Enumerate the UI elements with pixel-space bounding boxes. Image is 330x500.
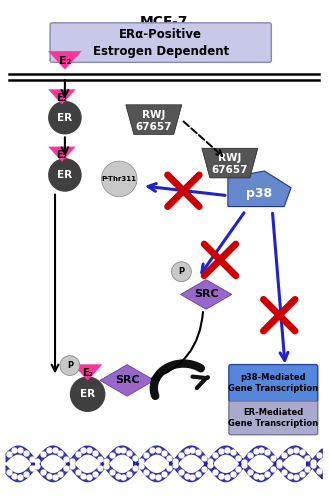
Text: P: P [67,361,73,370]
Polygon shape [48,146,76,162]
Text: 67657: 67657 [212,165,248,175]
Text: ER-Mediated
Gene Transcription: ER-Mediated Gene Transcription [228,408,318,428]
Text: p38-Mediated
Gene Transcription: p38-Mediated Gene Transcription [228,374,318,394]
Circle shape [101,161,137,196]
Polygon shape [48,90,76,104]
Text: SRC: SRC [115,376,140,386]
Text: 67657: 67657 [136,122,172,132]
Text: RWJ: RWJ [218,153,242,163]
Text: P: P [179,267,184,276]
Circle shape [70,376,105,412]
Text: MCF-7: MCF-7 [139,15,188,29]
FancyBboxPatch shape [229,401,318,434]
Text: ER: ER [57,170,73,180]
Text: SRC: SRC [194,290,218,300]
Circle shape [48,101,82,134]
Circle shape [172,262,191,281]
Text: p38: p38 [247,187,273,200]
FancyBboxPatch shape [229,364,318,402]
Text: E₂: E₂ [59,56,71,66]
Text: E₂: E₂ [56,150,67,160]
Polygon shape [202,148,258,178]
Polygon shape [48,51,82,70]
Text: ER: ER [80,389,95,399]
Polygon shape [126,105,182,134]
Text: P-Thr311: P-Thr311 [102,176,137,182]
Circle shape [48,158,82,192]
Text: E₂: E₂ [56,92,67,102]
Circle shape [60,356,80,376]
Text: RWJ: RWJ [142,110,165,120]
Text: ER: ER [57,112,73,122]
Text: E₂: E₂ [82,368,93,378]
FancyBboxPatch shape [50,23,271,62]
Polygon shape [100,364,154,396]
Text: ERα-Positive
Estrogen Dependent: ERα-Positive Estrogen Dependent [93,28,229,58]
Polygon shape [228,171,291,206]
Polygon shape [73,364,102,380]
Polygon shape [181,280,232,310]
